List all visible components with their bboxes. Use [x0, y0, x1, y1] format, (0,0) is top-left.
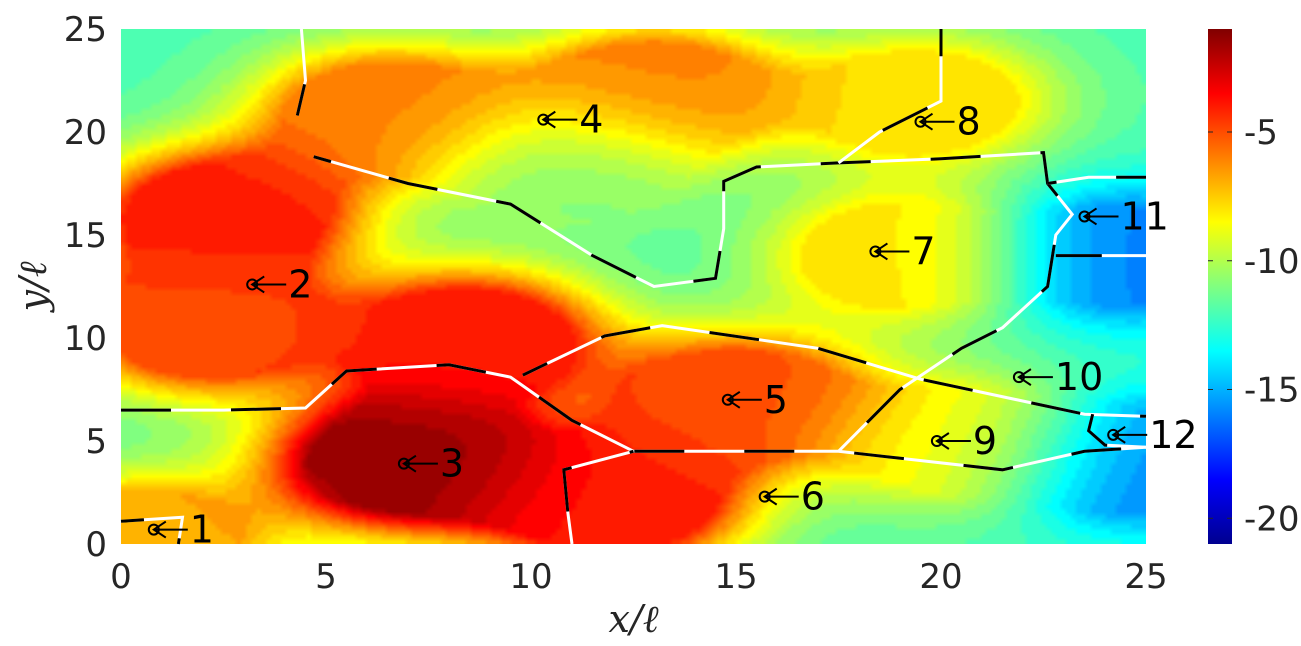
y-axis-label: y/ℓ [11, 261, 55, 313]
region-label: 7 [911, 229, 935, 273]
x-axis-label: x/ℓ [608, 597, 658, 641]
boundary-line-black [562, 449, 634, 545]
colorbar-tick-label: -10 [1244, 242, 1300, 282]
colorbar-ticks: -5 -10 -15 -20 [1208, 113, 1300, 539]
x-tick-label: 5 [315, 557, 337, 597]
region-label: 11 [1121, 194, 1169, 238]
region-marker: 8 [914, 100, 981, 144]
boundary-line-black [837, 29, 943, 165]
x-axis-ticks: 0 5 10 15 20 25 [110, 557, 1167, 597]
region-marker: 12 [1107, 413, 1198, 457]
colorbar: -5 -10 -15 -20 [1208, 29, 1300, 544]
region-label: 2 [288, 262, 312, 306]
region-label: 8 [957, 100, 981, 144]
y-tick-label: 20 [64, 113, 107, 153]
colorbar-tick-label: -5 [1244, 113, 1278, 153]
y-tick-label: 15 [64, 216, 107, 256]
colorbar-gradient [1208, 29, 1232, 544]
region-label: 1 [190, 508, 214, 552]
x-tick-label: 20 [919, 557, 962, 597]
arrow-head [725, 390, 741, 409]
region-marker: 2 [246, 262, 312, 306]
arrow-head [918, 112, 934, 131]
arrow-head [1017, 368, 1032, 386]
x-tick-label: 0 [110, 557, 132, 597]
heatmap-surface [121, 29, 1146, 544]
y-axis-ticks: 0 5 10 15 20 25 [64, 10, 107, 565]
boundary-line-black [295, 28, 308, 116]
boundary-line-black [522, 324, 1147, 418]
region-marker: 6 [758, 475, 825, 519]
region-marker: 11 [1078, 194, 1169, 238]
y-tick-label: 10 [64, 319, 107, 359]
region-label: 12 [1149, 413, 1197, 457]
region-label: 10 [1055, 355, 1103, 399]
y-tick-label: 5 [85, 422, 107, 462]
region-marker: 5 [721, 378, 788, 422]
region-marker: 7 [869, 229, 936, 273]
region-label: 4 [579, 98, 603, 142]
arrow-head [250, 275, 265, 294]
arrow-head [935, 432, 950, 450]
x-tick-label: 15 [714, 557, 757, 597]
colorbar-tick-label: -20 [1244, 499, 1300, 539]
y-tick-label: 25 [64, 10, 107, 50]
y-tick-label: 0 [85, 525, 107, 565]
x-tick-label: 25 [1124, 557, 1167, 597]
region-marker: 1 [147, 508, 214, 552]
boundary-line-black [1086, 413, 1147, 449]
arrow-head [151, 520, 167, 539]
region-label: 3 [440, 442, 464, 486]
arrow-head [873, 242, 888, 261]
region-boundaries [120, 28, 1147, 545]
arrow-head [1111, 425, 1126, 444]
region-marker: 3 [397, 442, 464, 486]
x-tick-label: 10 [509, 557, 552, 597]
colorbar-tick-label: -15 [1244, 371, 1300, 411]
arrow-head [402, 454, 417, 473]
boundary-line-black [120, 515, 185, 545]
arrow-head [762, 487, 778, 506]
region-marker: 10 [1012, 355, 1103, 399]
arrow-head [541, 110, 556, 129]
region-label: 6 [801, 475, 825, 519]
boundary-line-black [1047, 175, 1146, 185]
region-label: 9 [973, 419, 997, 463]
plot-area [121, 29, 1146, 544]
region-marker: 9 [930, 419, 997, 463]
region-label: 5 [764, 378, 788, 422]
boundary-line-black [313, 151, 1075, 453]
boundary-line-black [121, 363, 1147, 472]
arrow-head [1082, 207, 1098, 226]
region-marker: 4 [537, 98, 603, 142]
